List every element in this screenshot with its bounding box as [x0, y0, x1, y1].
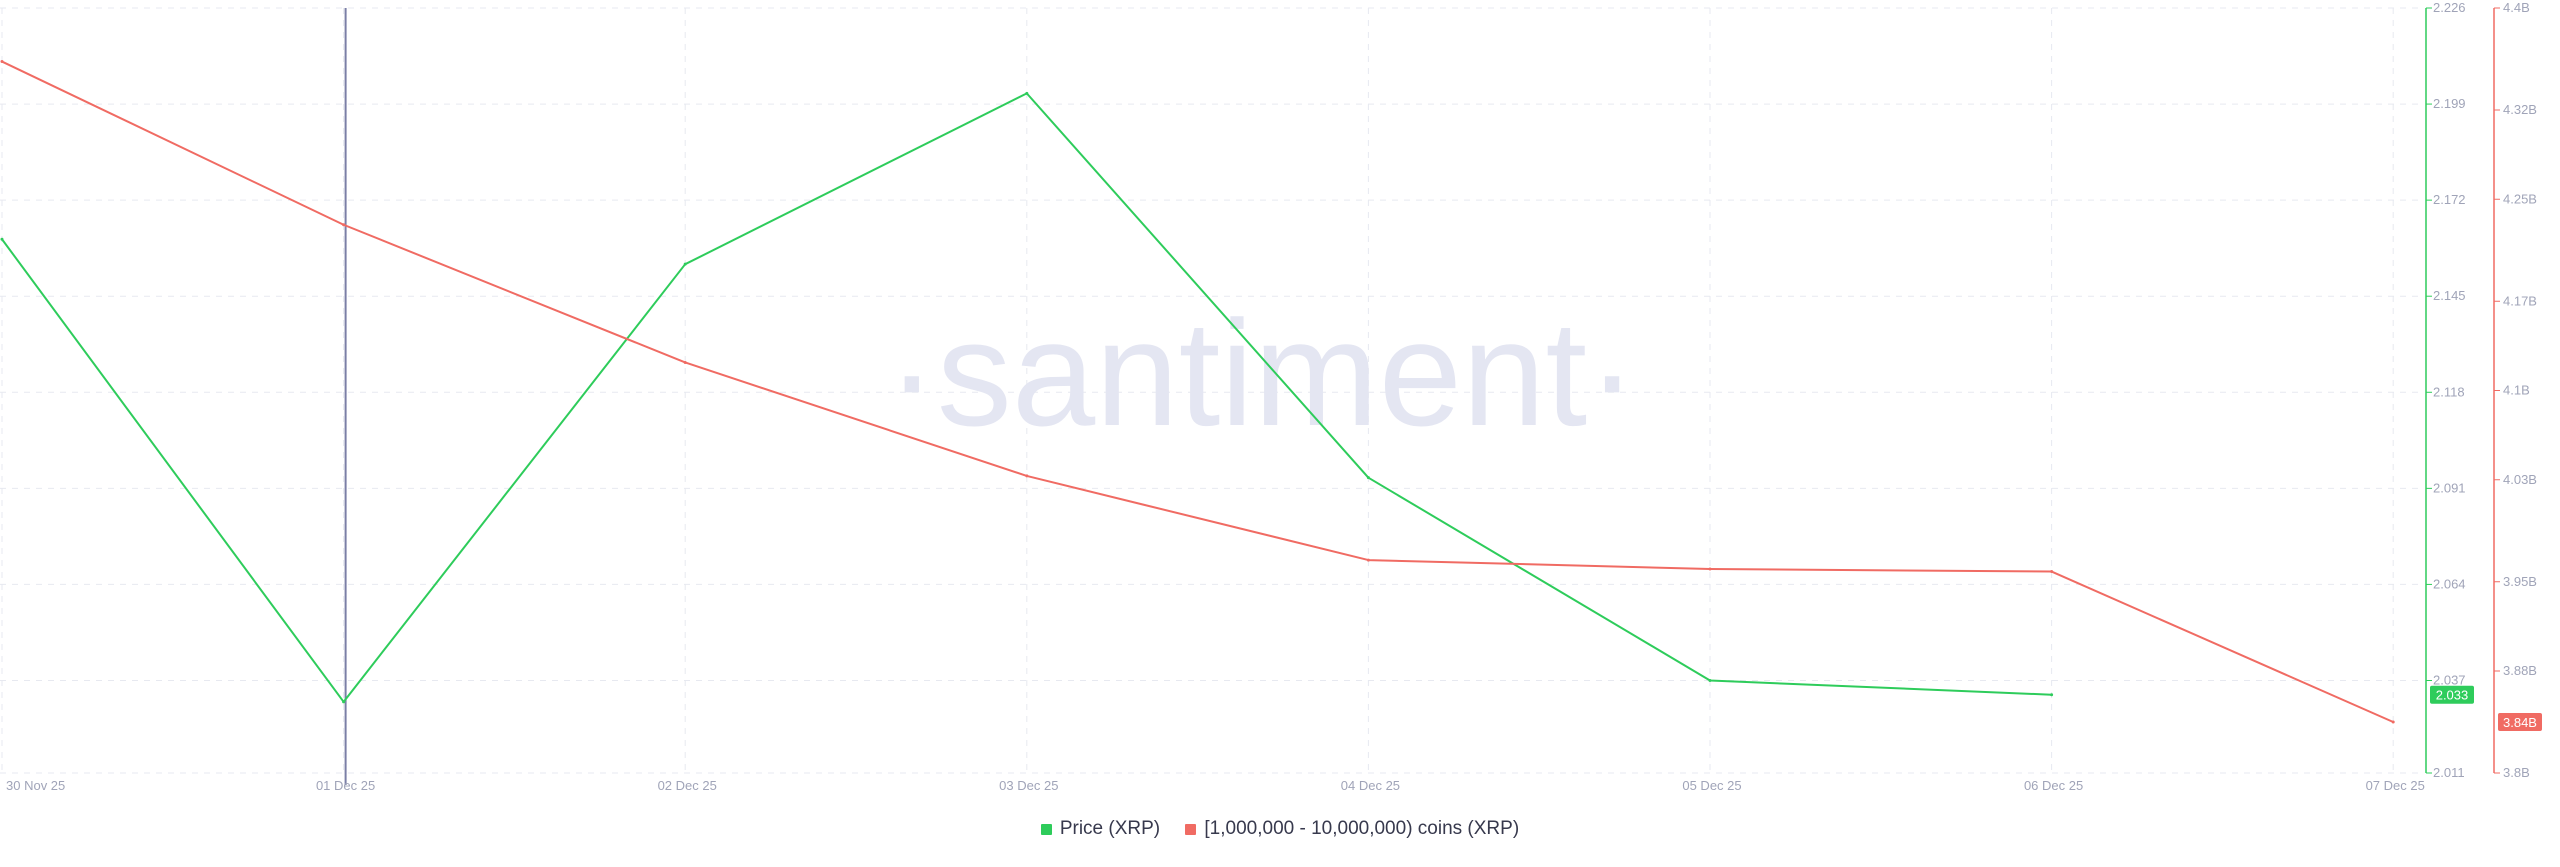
legend-item-holders[interactable]: [1,000,000 - 10,000,000) coins (XRP) — [1185, 818, 1519, 840]
legend-item-price[interactable]: Price (XRP) — [1040, 818, 1161, 840]
price-tick-label: 2.226 — [2433, 0, 2466, 15]
price-tick-label: 2.118 — [2433, 384, 2465, 399]
y-axis-ticks: 2.226 2.199 2.172 2.145 2.118 2.091 2.064 2.037… — [2426, 0, 2537, 780]
legend-label-holders: [1,000,000 - 10,000,000) coins (XRP) — [1204, 818, 1520, 839]
x-tick-label: 06 Dec 25 — [2024, 778, 2083, 793]
data-point-holders — [2391, 720, 2395, 724]
data-point-holders — [1366, 558, 1370, 562]
x-tick-label: 01 Dec 25 — [316, 778, 375, 793]
santiment-watermark: ·santiment· — [887, 289, 1637, 457]
holders-tick-label: 4.17B — [2503, 293, 2537, 308]
x-tick-label: 30 Nov 25 — [6, 778, 65, 793]
legend-swatch-holders — [1185, 823, 1197, 835]
price-tick-label: 2.145 — [2433, 288, 2466, 303]
holders-tick-label: 4.03B — [2503, 472, 2537, 487]
x-tick-label: 07 Dec 25 — [2366, 778, 2425, 793]
data-point-price — [1708, 678, 1712, 682]
holders-tick-label: 4.4B — [2503, 0, 2530, 15]
holders-tick-label: 4.32B — [2503, 102, 2537, 117]
data-point-price — [1366, 476, 1370, 480]
chart-legend: Price (XRP) [1,000,000 - 10,000,000) coi… — [0, 818, 2560, 841]
data-point-holders — [683, 360, 687, 364]
x-tick-label: 04 Dec 25 — [1341, 778, 1400, 793]
price-tick-label: 2.172 — [2433, 192, 2466, 207]
data-point-price — [0, 237, 4, 241]
data-point-holders — [342, 223, 346, 227]
holders-tick-label: 3.95B — [2503, 574, 2537, 589]
holders-tick-label: 4.1B — [2503, 383, 2530, 398]
data-point-price — [1025, 91, 1029, 95]
x-tick-label: 02 Dec 25 — [658, 778, 717, 793]
price-tick-label: 2.011 — [2433, 765, 2465, 780]
data-point-holders — [1025, 474, 1029, 478]
holders-tick-label: 3.88B — [2503, 663, 2537, 678]
data-point-price — [683, 262, 687, 266]
data-point-price — [2050, 693, 2054, 697]
grid-lines — [0, 7, 2420, 774]
current-value-badges: 2.033 3.84B — [2430, 685, 2542, 731]
series-line-holders — [1, 60, 2394, 723]
legend-swatch-price — [1040, 823, 1052, 835]
x-axis-ticks: 30 Nov 25 01 Dec 25 02 Dec 25 03 Dec 25 04 D… — [6, 778, 2425, 793]
data-point-price — [342, 700, 346, 704]
holders-current-label: 3.84B — [2503, 715, 2537, 730]
price-current-label: 2.033 — [2436, 688, 2469, 703]
data-point-holders — [1708, 567, 1712, 571]
price-tick-label: 2.037 — [2433, 672, 2466, 687]
x-tick-label: 03 Dec 25 — [999, 778, 1058, 793]
series-lines — [0, 60, 2395, 724]
price-tick-label: 2.199 — [2433, 96, 2466, 111]
data-point-holders — [2050, 570, 2054, 574]
price-tick-label: 2.091 — [2433, 480, 2466, 495]
holders-tick-label: 4.25B — [2503, 191, 2537, 206]
legend-label-price: Price (XRP) — [1059, 818, 1161, 839]
price-current-badge — [2430, 685, 2474, 704]
holders-current-badge — [2498, 713, 2542, 731]
x-tick-label: 05 Dec 25 — [1682, 778, 1741, 793]
data-point-holders — [0, 60, 4, 64]
price-tick-label: 2.064 — [2433, 576, 2466, 591]
holders-tick-label: 3.8B — [2503, 765, 2530, 780]
